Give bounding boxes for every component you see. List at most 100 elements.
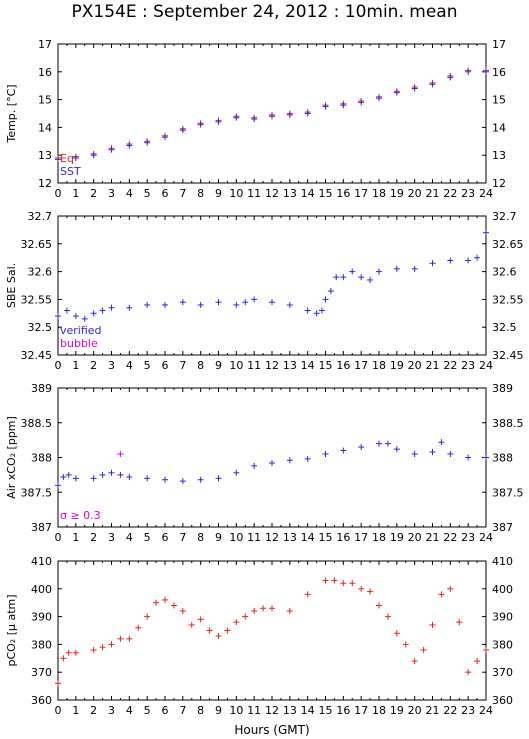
- legend-entry: verified: [60, 324, 102, 337]
- x-tick-label: 17: [354, 187, 368, 200]
- x-tick-label: 11: [247, 704, 261, 717]
- x-axis-label: Hours (GMT): [234, 723, 309, 737]
- x-tick-label: 2: [90, 187, 97, 200]
- y-tick-label: 16: [38, 66, 52, 79]
- panel-3: 0 1 2 3 4 5 6 7 8 9 10 11 12 13 14 15 16 17 18 19 20 21 22 23 24…: [5, 382, 524, 544]
- panel-1: 0 1 2 3 4 5 6 7 8 9 10 11 12 13 14 15 16 17 18 19 20 21 22 23 24…: [5, 38, 506, 200]
- x-tick-label: 23: [461, 531, 475, 544]
- x-tick-label: 20: [408, 704, 422, 717]
- x-tick-label: 5: [144, 187, 151, 200]
- legend-entry: SST: [60, 165, 81, 178]
- legend-entry: bubble: [60, 337, 98, 350]
- x-tick-label: 12: [265, 704, 279, 717]
- x-tick-label: 6: [162, 359, 169, 372]
- x-tick-label: 11: [247, 187, 261, 200]
- x-tick-label: 10: [229, 187, 243, 200]
- chart-title: PX154E : September 24, 2012 : 10min. mea…: [72, 2, 458, 22]
- x-tick-label: 21: [426, 531, 440, 544]
- y-tick-label: 32.7: [28, 210, 53, 223]
- y-tick-label-right: 360: [492, 694, 513, 707]
- y-axis-label: Air xCO₂ [ppm]: [5, 416, 18, 499]
- x-tick-label: 17: [354, 531, 368, 544]
- x-tick-label: 24: [479, 187, 493, 200]
- y-tick-label-right: 387: [492, 521, 513, 534]
- x-tick-label: 15: [319, 704, 333, 717]
- x-tick-label: 14: [301, 704, 315, 717]
- x-tick-label: 10: [229, 704, 243, 717]
- x-tick-label: 6: [162, 187, 169, 200]
- y-tick-label-right: 410: [492, 555, 513, 568]
- x-tick-label: 17: [354, 359, 368, 372]
- y-tick-label: 390: [31, 611, 52, 624]
- y-tick-label-right: 388: [492, 452, 513, 465]
- y-tick-label: 389: [31, 382, 52, 395]
- x-tick-label: 8: [197, 359, 204, 372]
- x-tick-label: 12: [265, 531, 279, 544]
- y-tick-label: 387: [31, 521, 52, 534]
- y-tick-label-right: 389: [492, 382, 513, 395]
- x-tick-label: 19: [390, 359, 404, 372]
- x-tick-label: 10: [229, 531, 243, 544]
- y-tick-label: 32.5: [28, 321, 53, 334]
- x-tick-label: 19: [390, 187, 404, 200]
- x-tick-label: 6: [162, 704, 169, 717]
- legend-entry: σ ≥ 0.3: [60, 509, 101, 522]
- plot-frame: [57, 387, 487, 528]
- x-tick-label: 21: [426, 704, 440, 717]
- y-tick-label: 388: [31, 452, 52, 465]
- x-tick-label: 9: [215, 187, 222, 200]
- x-tick-label: 18: [372, 704, 386, 717]
- series-1: [55, 439, 489, 489]
- y-tick-label-right: 32.6: [492, 266, 517, 279]
- x-tick-label: 5: [144, 531, 151, 544]
- y-tick-label-right: 390: [492, 611, 513, 624]
- x-tick-label: 22: [443, 359, 457, 372]
- x-tick-label: 18: [372, 359, 386, 372]
- y-axis-label: pCO₂ [μ atm]: [5, 594, 18, 666]
- x-tick-label: 16: [336, 531, 350, 544]
- x-tick-label: 8: [197, 531, 204, 544]
- y-tick-label-right: 17: [492, 38, 506, 51]
- x-tick-label: 16: [336, 704, 350, 717]
- x-tick-label: 14: [301, 187, 315, 200]
- x-tick-label: 3: [108, 531, 115, 544]
- x-tick-label: 4: [126, 704, 133, 717]
- x-tick-label: 6: [162, 531, 169, 544]
- y-tick-label-right: 14: [492, 121, 506, 134]
- y-tick-label: 388.5: [21, 417, 53, 430]
- x-tick-label: 18: [372, 187, 386, 200]
- x-tick-label: 0: [55, 531, 62, 544]
- y-tick-label: 14: [38, 121, 52, 134]
- x-tick-label: 7: [179, 531, 186, 544]
- y-tick-label: 370: [31, 666, 52, 679]
- x-tick-label: 7: [179, 187, 186, 200]
- x-tick-label: 10: [229, 359, 243, 372]
- x-tick-label: 22: [443, 704, 457, 717]
- x-tick-label: 1: [72, 531, 79, 544]
- y-tick-label-right: 32.55: [492, 293, 524, 306]
- panel-4: 0 1 2 3 4 5 6 7 8 9 10 11 12 13 14 15 16 17 18 19 20 21 22 23 24…: [5, 555, 513, 717]
- x-tick-label: 20: [408, 187, 422, 200]
- x-tick-label: 2: [90, 704, 97, 717]
- y-tick-label: 15: [38, 94, 52, 107]
- panels: 0 1 2 3 4 5 6 7 8 9 10 11 12 13 14 15 16 17 18 19 20 21 22 23 24…: [5, 38, 524, 717]
- y-tick-label: 13: [38, 149, 52, 162]
- x-tick-label: 17: [354, 704, 368, 717]
- y-tick-label-right: 32.65: [492, 238, 524, 251]
- y-axis-label: Temp. [°C]: [5, 84, 18, 143]
- x-tick-label: 7: [179, 359, 186, 372]
- y-tick-label-right: 16: [492, 66, 506, 79]
- y-tick-label: 400: [31, 583, 52, 596]
- y-tick-label-right: 12: [492, 177, 506, 190]
- x-tick-label: 24: [479, 359, 493, 372]
- y-tick-label-right: 380: [492, 638, 513, 651]
- panel-2: 0 1 2 3 4 5 6 7 8 9 10 11 12 13 14 15 16 17 18 19 20 21 22 23 24…: [5, 210, 524, 372]
- x-tick-label: 4: [126, 531, 133, 544]
- x-tick-label: 22: [443, 187, 457, 200]
- x-tick-label: 0: [55, 187, 62, 200]
- x-tick-label: 11: [247, 359, 261, 372]
- y-tick-label: 32.6: [28, 266, 53, 279]
- x-tick-label: 14: [301, 359, 315, 372]
- y-tick-label: 32.65: [21, 238, 53, 251]
- x-tick-label: 3: [108, 704, 115, 717]
